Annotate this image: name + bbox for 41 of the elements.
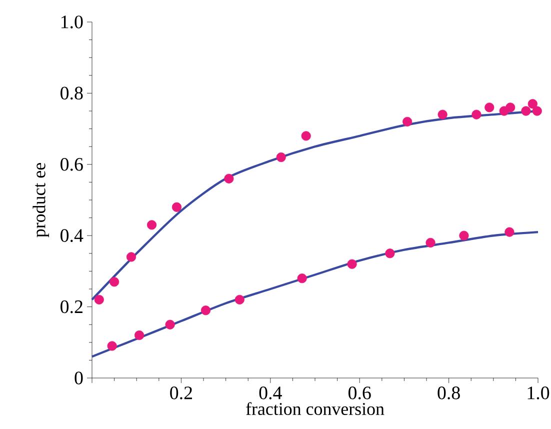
y-axis-title: product ee xyxy=(32,163,49,238)
point xyxy=(385,248,395,258)
point xyxy=(347,259,357,269)
point xyxy=(484,102,494,112)
y-tick-label: 0.8 xyxy=(60,86,83,100)
point xyxy=(134,330,144,340)
x-tick-label: 0.8 xyxy=(438,386,460,400)
x-tick-label: 0.4 xyxy=(259,386,282,400)
y-tick-label: 1.0 xyxy=(61,16,83,28)
point xyxy=(94,294,104,304)
line-series xyxy=(90,230,540,358)
point xyxy=(459,230,469,240)
point xyxy=(165,320,175,330)
point xyxy=(472,110,482,120)
point xyxy=(224,174,234,184)
point xyxy=(402,116,412,126)
point xyxy=(200,306,211,316)
point xyxy=(172,202,182,212)
x-tick-label: 1.0 xyxy=(528,386,550,400)
x-axis-title: fraction conversion xyxy=(246,402,384,416)
point xyxy=(107,341,117,351)
point xyxy=(532,106,542,116)
point xyxy=(528,99,538,109)
point xyxy=(276,152,286,162)
y-tick-label: 0.2 xyxy=(60,300,82,314)
point xyxy=(504,227,514,237)
x-tick-label: 0.2 xyxy=(170,386,192,400)
x-tick-label: 0.6 xyxy=(348,386,371,400)
y-tick-label: 0.6 xyxy=(60,158,83,171)
point xyxy=(146,220,157,230)
y-tick-label: 0.4 xyxy=(60,229,84,242)
point xyxy=(301,131,311,141)
point xyxy=(126,252,136,262)
point xyxy=(438,110,448,120)
point xyxy=(110,277,120,287)
y-tick-label: 0 xyxy=(74,372,83,384)
point xyxy=(426,238,436,248)
point xyxy=(506,102,516,112)
point xyxy=(234,294,244,304)
point xyxy=(521,106,531,116)
point xyxy=(297,274,307,284)
